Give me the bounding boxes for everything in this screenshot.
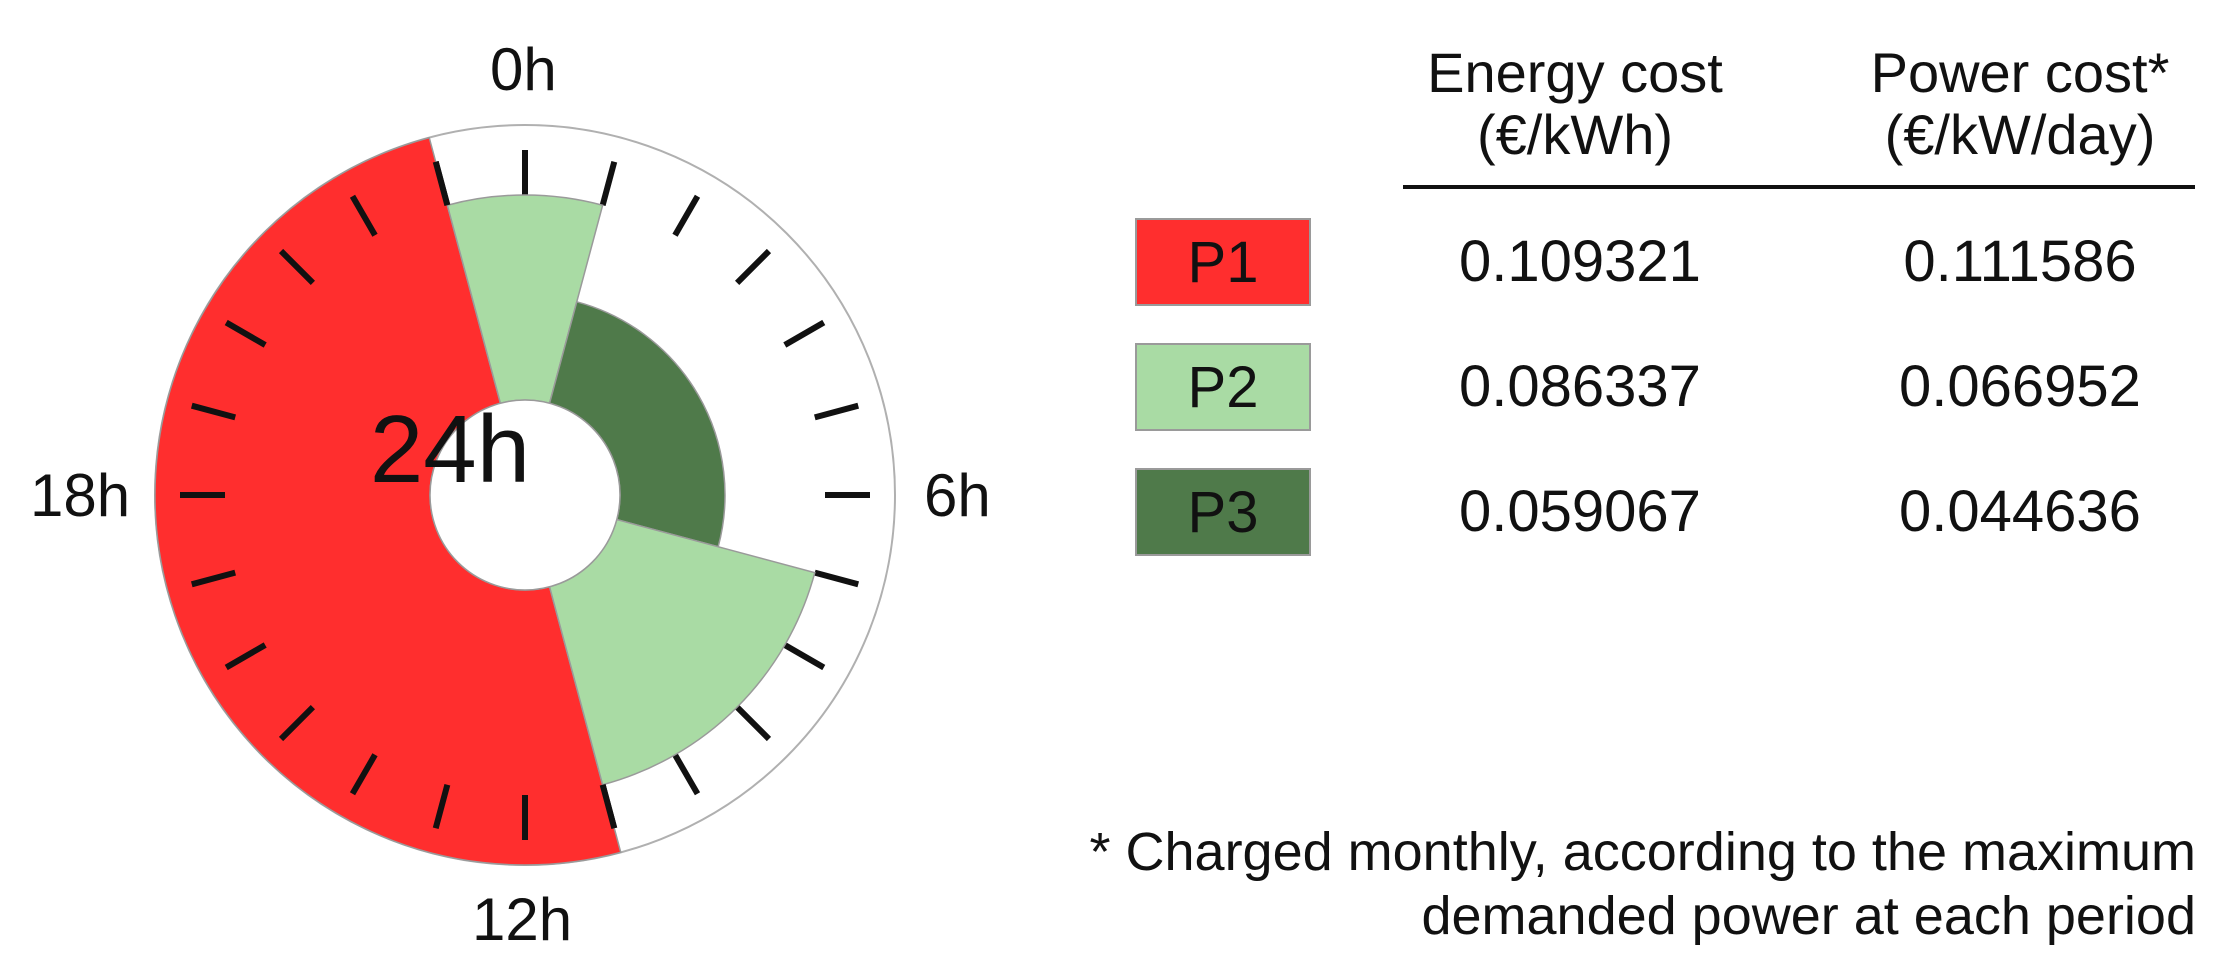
power-cost-p3: 0.044636 [1899,479,2141,544]
power-cost-p1: 0.111586 [1903,229,2137,294]
header-rule [1403,185,2195,189]
hour-tick [783,642,826,671]
legend-p3: P3 [1135,468,1311,556]
hour-tick [349,753,378,796]
energy-cost-p1: 0.109321 [1459,229,1701,294]
clock-chart [154,124,896,866]
hour-label-6h: 6h [924,462,991,529]
footnote: * Charged monthly, according to the maxi… [1089,822,2197,946]
energy-cost-p2: 0.086337 [1459,354,1701,419]
hour-tick [224,642,267,671]
hour-tick [814,569,860,588]
hour-tick [224,319,267,348]
hour-tick [190,569,236,588]
hour-label-0h: 0h [490,36,557,103]
hour-tick [735,248,772,285]
hour-tick [672,753,701,796]
hour-tick [278,248,315,285]
hour-tick [672,194,701,237]
hour-tick [432,784,451,830]
power-cost-p2: 0.066952 [1899,354,2141,419]
center-label: 24h [369,396,531,503]
hour-tick [190,402,236,421]
hour-label-18h: 18h [30,462,131,529]
legend-p2: P2 [1135,343,1311,431]
energy-cost-p3: 0.059067 [1459,479,1701,544]
energy-cost-header: Energy cost (€/kWh) [1427,41,1723,166]
hour-tick [735,705,772,742]
clock-center [429,399,621,591]
legend-p1: P1 [1135,218,1311,306]
hour-tick [278,705,315,742]
hour-tick [599,784,618,830]
hour-tick [814,402,860,421]
hour-label-12h: 12h [472,886,573,953]
hour-tick [599,160,618,206]
power-cost-header: Power cost* (€/kW/day) [1870,41,2170,166]
hour-tick [432,160,451,206]
hour-tick [783,319,826,348]
hour-tick [349,194,378,237]
